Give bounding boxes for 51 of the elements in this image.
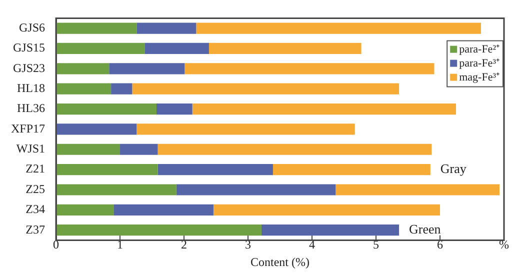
bar <box>56 63 110 74</box>
legend-label: para-Fe²⁺ <box>459 44 500 56</box>
annotation: Green <box>409 222 442 237</box>
annotation: Gray <box>440 160 467 176</box>
bar <box>120 144 158 155</box>
x-tick-label: 4 <box>309 238 316 252</box>
legend-label: mag-Fe³⁺ <box>459 72 500 84</box>
bar <box>56 204 114 216</box>
bar <box>109 63 185 74</box>
bar <box>176 184 336 196</box>
bar <box>156 103 192 115</box>
bar <box>136 124 355 135</box>
bar <box>158 164 273 176</box>
bar <box>56 184 176 196</box>
bar <box>111 83 132 94</box>
x-axis-title: Content (%) <box>250 254 310 269</box>
bar <box>136 22 196 34</box>
bar <box>208 42 362 54</box>
bar <box>192 103 456 115</box>
bar <box>261 224 400 236</box>
x-tick-label: 0 <box>53 238 60 252</box>
bar <box>56 124 137 135</box>
bar <box>114 204 214 216</box>
bar <box>56 224 262 236</box>
bar <box>56 22 137 34</box>
y-tick-label: Z34 <box>26 202 46 216</box>
bar <box>56 144 120 155</box>
x-tick-label: 1 <box>117 238 124 252</box>
bar <box>56 42 145 54</box>
bar <box>56 83 112 94</box>
y-tick-label: GJS15 <box>13 40 46 55</box>
y-tick-label: GJS23 <box>13 60 46 75</box>
bar <box>213 204 440 216</box>
bar <box>56 103 156 115</box>
y-tick-label: HL36 <box>17 101 46 116</box>
bar <box>132 83 400 94</box>
bar <box>196 22 481 34</box>
y-tick-label: GJS6 <box>19 20 46 34</box>
bar <box>184 63 434 74</box>
legend-label: para-Fe³⁺ <box>459 58 500 70</box>
y-tick-label: HL18 <box>17 80 46 95</box>
bar <box>272 164 430 176</box>
y-tick-label: WJS1 <box>16 142 46 156</box>
y-tick-label: Z21 <box>26 162 46 176</box>
bar <box>56 164 158 176</box>
y-tick-label: Z25 <box>26 182 46 196</box>
bar <box>336 184 500 196</box>
y-tick-label: Z37 <box>26 222 46 236</box>
bar <box>144 42 209 54</box>
y-tick-label: XFP17 <box>11 121 46 136</box>
bar <box>158 144 432 155</box>
